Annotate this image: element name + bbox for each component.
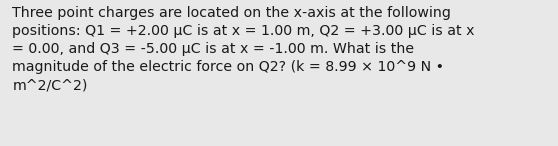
Text: Three point charges are located on the x-axis at the following
positions: Q1 = +: Three point charges are located on the x… xyxy=(12,6,475,93)
